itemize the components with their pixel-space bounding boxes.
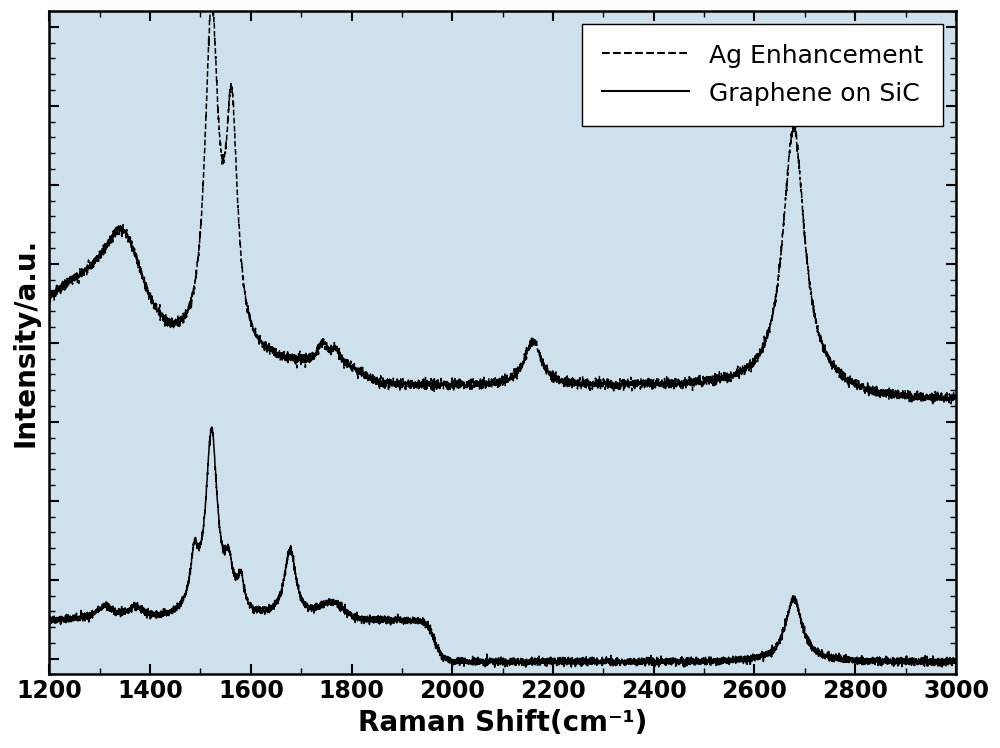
Ag Enhancement [927, 400, 939, 409]
Graphene on SiC [450, 655, 462, 664]
Graphene on SiC [943, 655, 955, 664]
Ag Enhancement [259, 339, 271, 348]
X-axis label: Raman Shift(cm⁻¹): Raman Shift(cm⁻¹) [358, 709, 647, 737]
Graphene on SiC [43, 614, 55, 623]
Line: Ag Enhancement: Ag Enhancement [49, 0, 956, 405]
Graphene on SiC [950, 659, 962, 668]
Graphene on SiC [264, 604, 276, 613]
Legend: Ag Enhancement, Graphene on SiC: Ag Enhancement, Graphene on SiC [582, 24, 943, 126]
Ag Enhancement [205, 0, 217, 2]
Ag Enhancement [950, 393, 962, 402]
Graphene on SiC [385, 613, 397, 622]
Graphene on SiC [489, 663, 501, 672]
Graphene on SiC [206, 423, 218, 432]
Line: Graphene on SiC: Graphene on SiC [49, 427, 956, 667]
Ag Enhancement [450, 380, 462, 389]
Ag Enhancement [385, 375, 397, 384]
Ag Enhancement [943, 393, 955, 402]
Y-axis label: Intensity/a.u.: Intensity/a.u. [11, 238, 39, 447]
Graphene on SiC [259, 602, 271, 611]
Ag Enhancement [254, 337, 266, 346]
Ag Enhancement [264, 346, 276, 355]
Ag Enhancement [43, 295, 55, 304]
Graphene on SiC [254, 607, 266, 616]
